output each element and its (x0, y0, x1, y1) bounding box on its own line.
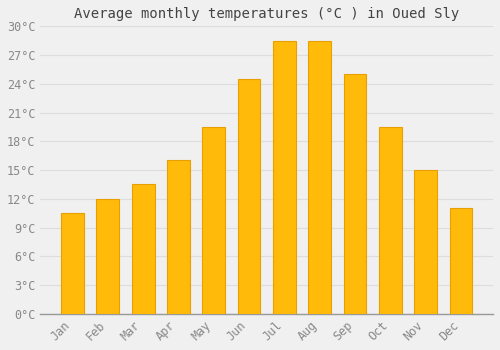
Bar (450, 209, 472, 314)
Bar (238, 79, 260, 314)
Bar (379, 127, 402, 314)
Bar (344, 74, 366, 314)
Bar (167, 161, 190, 314)
Bar (273, 41, 296, 314)
Bar (96, 199, 119, 314)
Bar (308, 41, 331, 314)
Title: Average monthly temperatures (°C ) in Oued Sly: Average monthly temperatures (°C ) in Ou… (74, 7, 460, 21)
Bar (132, 184, 154, 314)
Bar (202, 127, 225, 314)
Bar (414, 170, 437, 314)
Bar (61, 213, 84, 314)
